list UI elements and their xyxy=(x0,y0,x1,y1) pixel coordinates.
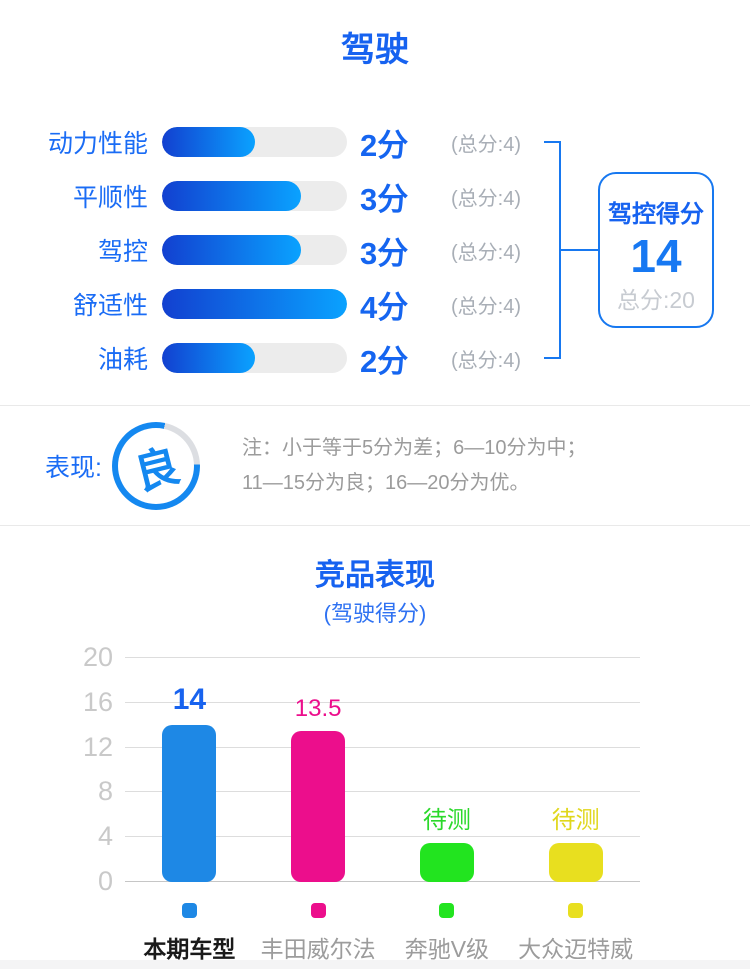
category-label: 奔驰V级 xyxy=(404,936,490,962)
gridline xyxy=(125,836,640,838)
performance-section: 表现: 良 注：小于等于5分为差；6—10分为中； 11—15分为良；16—20… xyxy=(0,405,750,526)
rating-label: 油耗 xyxy=(97,346,148,374)
rating-row: 动力性能 2分 (总分:4) xyxy=(0,115,750,169)
rating-score: 2分 xyxy=(360,127,409,163)
legend-cell xyxy=(125,903,254,918)
competitor-chart-section: 竞品表现 (驾驶得分) 0 4 8 12 16 20 14 13.5 待测 待测 本期车型 丰田威尔… xyxy=(0,550,750,964)
rating-rows: 动力性能 2分 (总分:4) 平顺性 3分 (总分:4) 驾控 3分 (总分:4) 舒适性 4分 (总… xyxy=(0,115,750,385)
chart-title: 竞品表现 xyxy=(315,559,435,592)
rating-bar-fill xyxy=(162,343,255,373)
score-card-title: 驾控得分 xyxy=(608,201,704,228)
rating-score: 3分 xyxy=(360,235,409,271)
chart-subtitle: (驾驶得分) xyxy=(323,601,427,626)
rating-bar-fill xyxy=(162,127,255,157)
rating-bar-track xyxy=(162,343,347,373)
rating-score: 3分 xyxy=(360,181,409,217)
rating-row: 驾控 3分 (总分:4) xyxy=(0,223,750,277)
grading-note: 注：小于等于5分为差；6—10分为中； 11—15分为良；16—20分为优。 xyxy=(242,431,587,501)
y-axis-tick-label: 8 xyxy=(97,776,113,807)
rating-bar-track xyxy=(162,127,347,157)
y-axis-tick-label: 20 xyxy=(82,642,113,672)
legend-marker-icon xyxy=(181,903,197,918)
rating-total: (总分:4) xyxy=(451,241,521,264)
category-label: 丰田威尔法 xyxy=(260,936,376,962)
legend-cell xyxy=(383,903,512,918)
chart-category-labels: 本期车型 丰田威尔法 奔驰V级 大众迈特威 xyxy=(125,930,640,964)
bar-value-label: 待测 xyxy=(551,806,600,834)
y-axis-tick-label: 16 xyxy=(82,686,113,717)
bar-value-label: 待测 xyxy=(422,806,471,834)
performance-label: 表现: xyxy=(45,453,102,482)
category-label: 本期车型 xyxy=(143,936,236,962)
score-summary-card: 驾控得分 14 总分:20 xyxy=(598,172,714,328)
legend-marker-icon xyxy=(439,903,455,918)
gridline xyxy=(125,701,640,703)
rating-score: 4分 xyxy=(360,289,409,325)
bar-chart-plot-area: 0 4 8 12 16 20 14 13.5 待测 待测 xyxy=(83,644,640,895)
bracket-middle-connector xyxy=(559,249,599,251)
rating-label: 平顺性 xyxy=(72,184,148,212)
rating-row: 油耗 2分 (总分:4) xyxy=(0,331,750,385)
legend-marker-icon xyxy=(310,903,326,918)
chart-bar xyxy=(548,842,603,882)
chart-bar xyxy=(419,842,474,882)
y-axis-tick-label: 4 xyxy=(97,821,113,852)
ratings-section: 动力性能 2分 (总分:4) 平顺性 3分 (总分:4) 驾控 3分 (总分:4) 舒适性 4分 (总… xyxy=(0,115,750,405)
rating-row: 平顺性 3分 (总分:4) xyxy=(0,169,750,223)
grading-note-line2: 11—15分为良；16—20分为优。 xyxy=(241,471,530,494)
y-axis-tick-label: 12 xyxy=(82,731,113,762)
rating-total: (总分:4) xyxy=(451,349,521,372)
grade-ring-inner: 良 xyxy=(117,427,194,504)
chart-bar xyxy=(291,730,346,882)
gridline xyxy=(125,746,640,748)
rating-bar-track xyxy=(162,181,347,211)
rating-bar-fill xyxy=(162,235,301,265)
rating-bar-fill xyxy=(162,181,301,211)
bracket-bottom-stub xyxy=(544,357,561,359)
rating-score: 2分 xyxy=(360,343,409,379)
bar-value-label: 14 xyxy=(172,683,207,717)
rating-total: (总分:4) xyxy=(451,295,521,318)
chart-bar xyxy=(162,725,217,882)
legend-cell xyxy=(511,903,640,918)
y-axis-tick-label: 0 xyxy=(97,866,113,896)
rating-bar-track xyxy=(162,235,347,265)
rating-total: (总分:4) xyxy=(451,133,521,156)
score-card-value: 14 xyxy=(630,230,682,282)
score-card-total: 总分:20 xyxy=(617,287,695,313)
rating-total: (总分:4) xyxy=(451,187,521,210)
grade-character: 良 xyxy=(129,440,185,499)
rating-bar-track xyxy=(162,289,347,319)
chart-legend xyxy=(125,903,640,918)
rating-row: 舒适性 4分 (总分:4) xyxy=(0,277,750,331)
rating-label: 舒适性 xyxy=(72,292,148,320)
grading-note-line1: 注：小于等于5分为差；6—10分为中； xyxy=(241,436,587,459)
bar-value-label: 13.5 xyxy=(294,694,342,722)
rating-label: 驾控 xyxy=(97,238,148,266)
rating-label: 动力性能 xyxy=(47,130,148,158)
bracket-top-stub xyxy=(544,141,561,143)
legend-marker-icon xyxy=(568,903,584,918)
bottom-divider-strip xyxy=(0,960,750,969)
page-title: 驾驶 xyxy=(341,31,409,69)
gridline xyxy=(125,881,640,882)
gridline xyxy=(125,657,640,658)
legend-cell xyxy=(254,903,383,918)
rating-bar-fill xyxy=(162,289,347,319)
gridline xyxy=(125,791,640,793)
grade-ring-icon: 良 xyxy=(111,421,200,510)
category-label: 大众迈特威 xyxy=(518,936,634,962)
